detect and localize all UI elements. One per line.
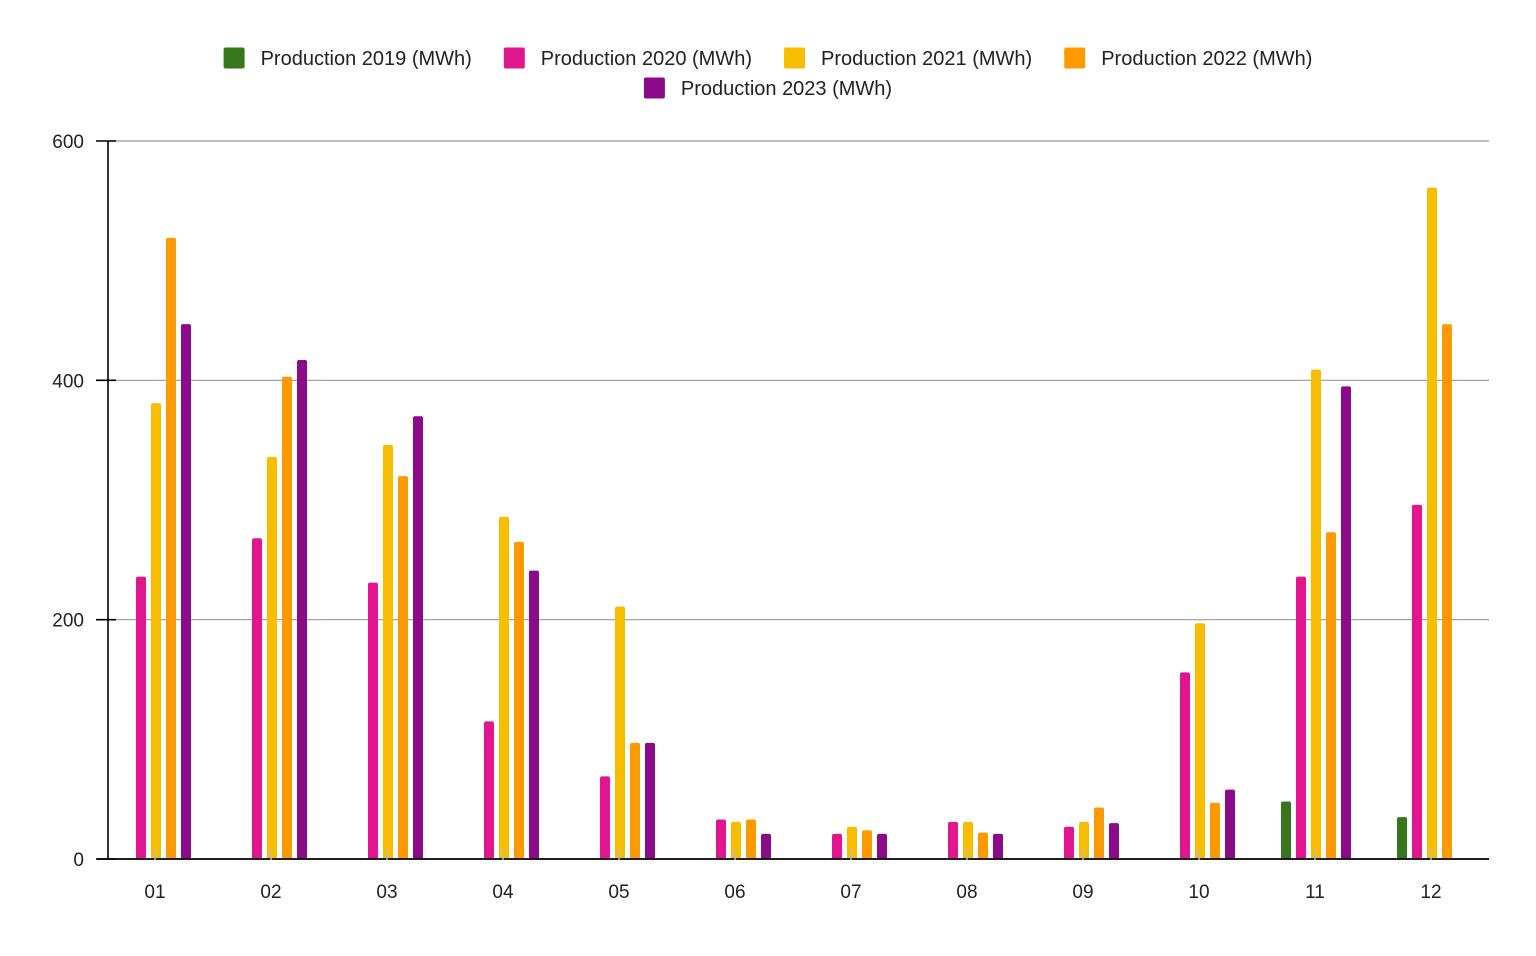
legend-swatch [784, 47, 805, 69]
bar [948, 821, 958, 859]
y-tick-label: 200 [52, 611, 84, 632]
x-tick-label: 12 [1420, 882, 1441, 903]
bar [151, 403, 161, 859]
bar [746, 819, 756, 859]
bar [1195, 623, 1205, 859]
legend-label: Production 2023 (MWh) [681, 78, 892, 100]
bar [1397, 817, 1407, 859]
x-tick-label: 03 [376, 882, 397, 903]
x-tick-label: 10 [1188, 882, 1209, 903]
x-tick-label: 05 [608, 882, 629, 903]
bar [645, 742, 655, 859]
bar [600, 776, 610, 859]
x-axis: 01 02 03 04 05 06 07 08 09 10 11 12 [97, 849, 1489, 903]
bar [862, 830, 872, 859]
legend-item[interactable]: Production 2022 (MWh) [1064, 47, 1312, 71]
bar [731, 821, 741, 859]
bar [529, 570, 539, 859]
bar [297, 359, 307, 859]
bars [136, 187, 1452, 860]
grid-lines [108, 140, 1489, 621]
bar [499, 516, 509, 859]
x-tick-label: 02 [260, 882, 281, 903]
bar [484, 721, 494, 859]
y-tick-label: 0 [73, 850, 84, 871]
bar [847, 826, 857, 859]
legend-swatch [503, 47, 525, 69]
legend-item[interactable]: Production 2019 (MWh) [223, 47, 472, 71]
bar [136, 576, 146, 859]
bar [1064, 826, 1074, 859]
bar [181, 324, 191, 860]
bar [1442, 324, 1452, 860]
bar [514, 541, 524, 859]
legend-item[interactable]: Production 2023 (MWh) [643, 77, 892, 101]
x-tick-label: 01 [144, 882, 165, 903]
legend-swatch [643, 77, 665, 99]
legend-label: Production 2021 (MWh) [821, 48, 1032, 70]
bar [368, 582, 378, 859]
bar [615, 606, 625, 859]
bar [1326, 532, 1336, 859]
bar [761, 833, 771, 859]
bar [1225, 789, 1235, 859]
bar [877, 833, 887, 859]
bar [1180, 672, 1190, 859]
bar [832, 833, 842, 859]
bar [1210, 802, 1220, 859]
bar [1094, 807, 1104, 859]
bar [1296, 576, 1306, 859]
legend-swatch [223, 47, 245, 69]
bar [978, 832, 988, 859]
x-tick-label: 06 [724, 882, 745, 903]
bar [398, 476, 408, 859]
x-tick-label: 09 [1072, 882, 1093, 903]
legend: Production 2019 (MWh) Production 2020 (MW… [223, 47, 1312, 101]
legend-label: Production 2020 (MWh) [541, 48, 752, 70]
legend-label: Production 2022 (MWh) [1101, 48, 1312, 70]
bar [1109, 823, 1119, 859]
bar [413, 416, 423, 859]
bar [1281, 801, 1291, 859]
bar [1341, 386, 1351, 859]
x-tick-label: 11 [1305, 882, 1325, 903]
legend-label: Production 2019 (MWh) [261, 48, 472, 70]
x-tick-label: 04 [492, 882, 514, 903]
legend-swatch [1064, 47, 1086, 69]
bar [993, 833, 1003, 859]
bar [1427, 187, 1437, 860]
bar [267, 456, 277, 859]
bar [630, 742, 640, 859]
legend-item[interactable]: Production 2021 (MWh) [784, 47, 1032, 71]
legend-item[interactable]: Production 2020 (MWh) [503, 47, 752, 71]
bar [166, 237, 176, 859]
x-tick-label: 07 [840, 882, 861, 903]
y-axis: 0 200 400 600 [52, 132, 116, 871]
y-tick-label: 400 [52, 371, 84, 392]
bar [716, 819, 726, 859]
bar [1079, 821, 1089, 859]
bar [963, 821, 973, 859]
bar [1311, 369, 1321, 859]
bar [383, 444, 393, 859]
y-tick-label: 600 [52, 132, 84, 153]
bar [1412, 504, 1422, 859]
x-tick-label: 08 [956, 882, 977, 903]
bar [282, 376, 292, 859]
bar [252, 538, 262, 859]
